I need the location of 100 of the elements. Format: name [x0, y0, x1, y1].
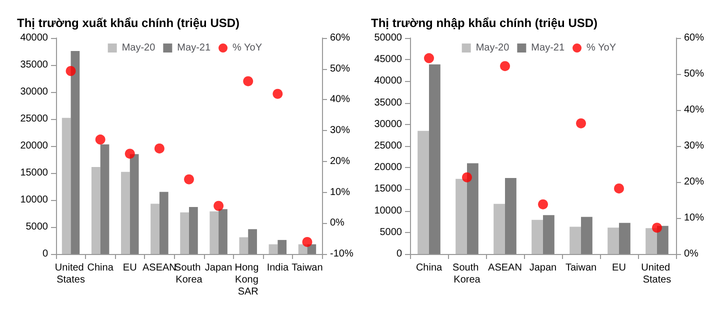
x-tick-label: Japan: [529, 262, 557, 274]
y-tick-label: 15000: [20, 168, 48, 178]
point: [184, 174, 194, 184]
point: [272, 88, 283, 99]
chart-title: Thị trường nhập khẩu chính (triệu USD): [371, 16, 598, 30]
bar: [619, 222, 630, 254]
bar: [581, 216, 592, 254]
bar: [239, 237, 248, 254]
chart-title: Thị trường xuất khẩu chính (triệu USD): [17, 16, 240, 30]
bar: [130, 154, 139, 254]
x-tick-label: India: [266, 262, 289, 274]
y-tick-label: 0: [396, 248, 402, 260]
x-tick-label: Hong Kong SAR: [234, 262, 262, 298]
bar: [100, 144, 110, 254]
point: [652, 222, 662, 233]
y-tick-label: 45000: [374, 54, 402, 66]
bar: [150, 204, 160, 254]
bar: [494, 204, 505, 254]
bar: [248, 229, 257, 254]
point: [124, 148, 135, 159]
legend-label: May-21: [177, 42, 211, 54]
point: [243, 76, 254, 86]
point: [424, 53, 434, 64]
y-tick-label: 20000: [374, 162, 402, 174]
x-tick-label: China: [416, 262, 442, 274]
bar: [456, 178, 467, 254]
point: [614, 183, 624, 194]
x-tick-label: Taiwan: [565, 262, 597, 274]
point: [462, 172, 472, 182]
x-tick-label: EU: [612, 262, 626, 274]
y-tick-label: 30000: [374, 118, 402, 130]
point: [500, 61, 510, 72]
bar: [608, 228, 619, 254]
y2-tick-label: 20%: [330, 156, 350, 167]
y2-tick-label: 50%: [330, 63, 350, 74]
y2-tick-label: 30%: [684, 140, 704, 152]
bar: [62, 118, 71, 254]
bar: [159, 192, 168, 254]
bar: [570, 226, 581, 254]
bar: [657, 226, 668, 254]
x-tick-label: United States: [54, 262, 87, 286]
y-tick-label: 50000: [374, 32, 402, 44]
y2-tick-label: 40%: [330, 94, 350, 106]
y-tick-label: 15000: [374, 184, 402, 195]
point: [576, 118, 586, 128]
point: [154, 143, 164, 154]
y2-tick-label: -10%: [330, 248, 354, 260]
bar: [543, 215, 554, 254]
y2-tick-label: 30%: [330, 125, 350, 136]
y-tick-label: 35000: [20, 60, 48, 70]
bar: [218, 209, 228, 254]
x-tick-label: South Korea: [452, 262, 482, 286]
y2-tick-label: 20%: [684, 176, 704, 188]
y-tick-label: 25000: [374, 140, 402, 152]
y2-tick-label: 10%: [330, 186, 350, 198]
legend-label: % YoY: [586, 42, 616, 54]
y2-tick-label: 0%: [330, 218, 345, 229]
bar: [121, 172, 130, 254]
x-tick-label: Taiwan: [292, 262, 323, 274]
y-tick-label: 10000: [20, 194, 48, 206]
y-tick-label: 5000: [26, 222, 48, 232]
bar: [210, 211, 219, 254]
y2-tick-label: 10%: [684, 212, 704, 224]
x-tick-label: EU: [122, 262, 137, 274]
bar: [91, 167, 100, 254]
bar: [467, 163, 478, 254]
legend-label: May-20: [476, 42, 510, 54]
y-tick-label: 5000: [380, 226, 402, 238]
legend-label: % YoY: [232, 42, 262, 54]
y-tick-label: 0: [42, 248, 48, 260]
point: [214, 200, 224, 211]
y-tick-label: 25000: [20, 114, 48, 124]
bar: [70, 50, 80, 254]
legend-label: May-21: [531, 42, 565, 54]
x-tick-label: South Korea: [174, 262, 204, 286]
point: [66, 66, 76, 76]
y2-tick-label: 50%: [684, 68, 704, 80]
y-tick-label: 30000: [20, 86, 48, 98]
y2-tick-label: 0%: [684, 248, 699, 260]
x-tick-label: Japan: [204, 262, 232, 274]
y2-tick-label: 60%: [684, 32, 704, 44]
x-tick-label: ASEAN: [488, 262, 522, 274]
y-tick-label: 10000: [374, 205, 402, 216]
x-tick-label: China: [87, 262, 114, 274]
y2-tick-label: 40%: [684, 104, 704, 116]
bar: [278, 240, 287, 254]
bar: [646, 228, 657, 254]
bar: [418, 130, 429, 254]
point: [302, 236, 312, 247]
y-tick-label: 35000: [374, 97, 402, 108]
bar: [532, 220, 543, 254]
bar: [180, 212, 189, 254]
bar: [268, 244, 278, 254]
bar: [505, 178, 516, 254]
bar: [189, 207, 198, 254]
y-tick-label: 40000: [374, 76, 402, 87]
x-tick-label: ASEAN: [142, 262, 176, 274]
bar: [429, 64, 440, 254]
legend-label: May-20: [122, 42, 156, 54]
y-tick-label: 40000: [20, 32, 48, 44]
